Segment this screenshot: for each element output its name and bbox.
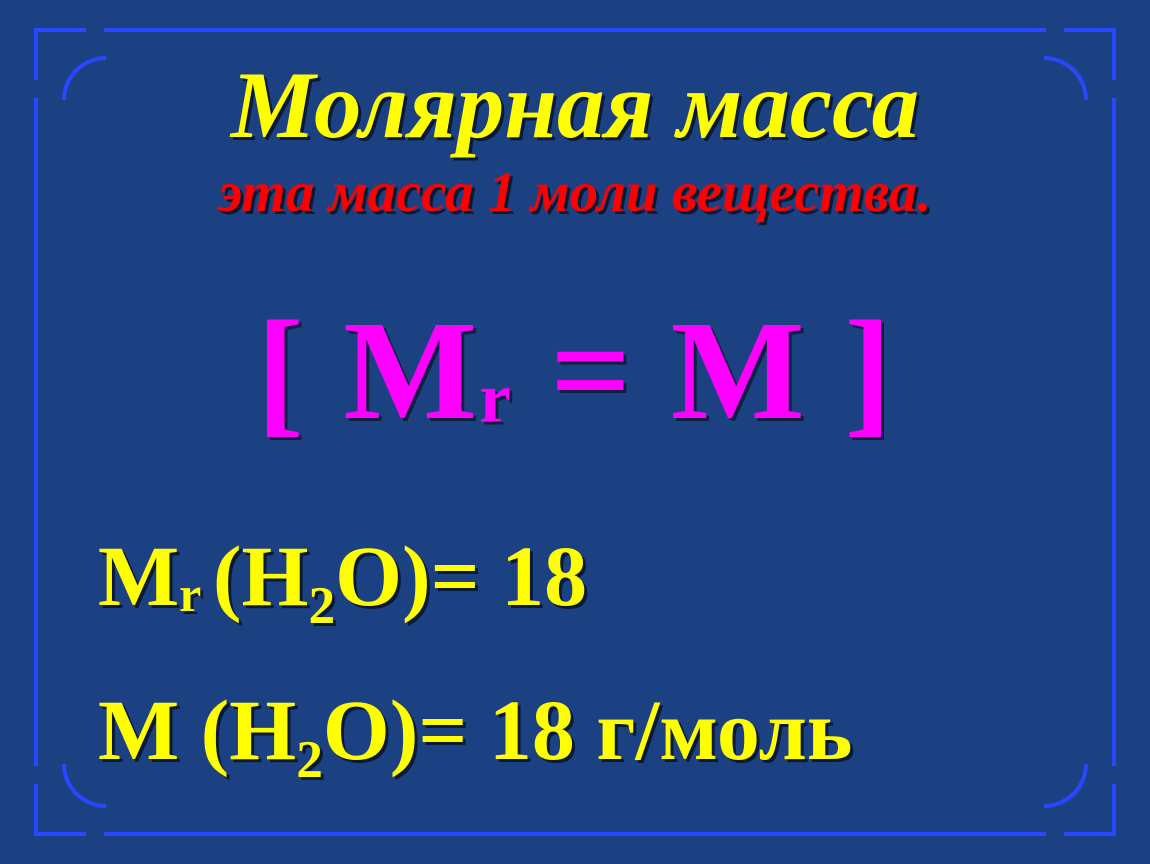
- bracket-close: ]: [807, 291, 894, 449]
- formula-M1: M: [343, 291, 479, 449]
- slide-subtitle: эта масса 1 моли вещества.: [80, 162, 1070, 225]
- slide-content: Молярная масса эта масса 1 моли вещества…: [80, 56, 1070, 808]
- ex2-eq: = 18 г/моль: [418, 682, 852, 778]
- ex2-sub2: 2: [296, 729, 323, 789]
- example-1: Mr (H2O)= 18: [80, 529, 1070, 635]
- formula-r-subscript: r: [479, 360, 513, 438]
- ex2-M: M: [98, 682, 201, 778]
- ex2-O: O): [323, 682, 419, 778]
- bracket-open: [: [256, 291, 343, 449]
- ex1-eq: = 18: [431, 528, 588, 624]
- formula-equals: =: [513, 291, 671, 449]
- ex1-sub2: 2: [308, 576, 335, 636]
- ex1-M: M: [98, 528, 179, 624]
- ex1-r: r: [179, 567, 213, 622]
- formula-M2: M: [671, 291, 807, 449]
- ex1-open: (H: [213, 528, 309, 624]
- main-formula: [ Mr = M ]: [80, 299, 1070, 441]
- ex1-O: O): [335, 528, 431, 624]
- ex2-open: (H: [201, 682, 297, 778]
- example-2: M (H2O)= 18 г/моль: [80, 683, 1070, 789]
- slide-title: Молярная масса: [80, 56, 1070, 156]
